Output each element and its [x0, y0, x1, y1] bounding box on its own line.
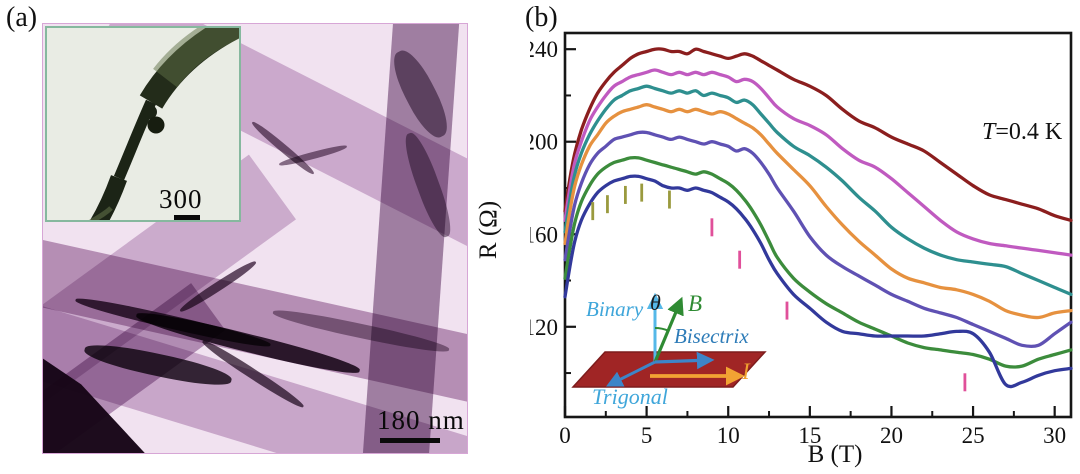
tem-inset: 300 nm	[45, 26, 241, 222]
svg-text:15: 15	[798, 423, 821, 448]
curve-7-blue	[563, 174, 1073, 389]
bisectrix-axis-label: Bisectrix	[674, 324, 749, 348]
x-axis-label: B (T)	[807, 441, 863, 468]
curve-1-dark-red	[563, 47, 1073, 223]
svg-text:5: 5	[641, 423, 653, 448]
svg-text:30: 30	[1043, 423, 1066, 448]
temperature-annotation: T=0.4 K	[982, 119, 1063, 145]
curve-3-teal	[563, 84, 1073, 297]
b-field-label: B	[688, 291, 703, 316]
svg-text:0: 0	[559, 423, 571, 448]
trigonal-axis-arrow	[606, 360, 656, 387]
main-scalebar-label: 180 nm	[377, 405, 465, 435]
crystal-axes-inset	[571, 292, 767, 388]
nanoparticle-dot	[147, 116, 165, 134]
svg-text:2160: 2160	[530, 222, 558, 247]
current-label: I	[742, 359, 750, 384]
wire-kink	[143, 105, 157, 119]
curve-2-magenta	[563, 68, 1073, 257]
curve-6-green	[563, 155, 1073, 369]
curve-4-orange	[563, 103, 1073, 320]
inset-scalebar-line	[174, 215, 200, 220]
svg-text:10: 10	[717, 423, 740, 448]
svg-text:2120: 2120	[530, 315, 558, 340]
binary-axis-label: Binary	[586, 297, 644, 321]
panel-b-label: (b)	[525, 2, 558, 33]
tem-image: 300 nm 180 nm	[42, 23, 468, 454]
trigonal-axis-label: Trigonal	[592, 384, 668, 409]
svg-text:20: 20	[880, 423, 903, 448]
curve-5-violet	[563, 130, 1073, 349]
svg-text:2200: 2200	[530, 130, 558, 155]
svg-text:25: 25	[962, 423, 985, 448]
svg-text:2240: 2240	[530, 37, 558, 62]
theta-angle-label: θ	[650, 290, 661, 315]
sample-plane	[571, 351, 767, 388]
panel-a-label: (a)	[6, 2, 38, 33]
bisectrix-axis-arrow	[654, 351, 715, 370]
y-axis-label: R (Ω)	[475, 200, 502, 260]
magnetoresistance-chart: 0 5 10 15 20 25 30 2120 2160 2200 2240	[530, 31, 1073, 448]
theta-arc	[654, 327, 669, 332]
main-scalebar-line	[380, 438, 440, 443]
nanowire-graphic	[88, 28, 239, 220]
